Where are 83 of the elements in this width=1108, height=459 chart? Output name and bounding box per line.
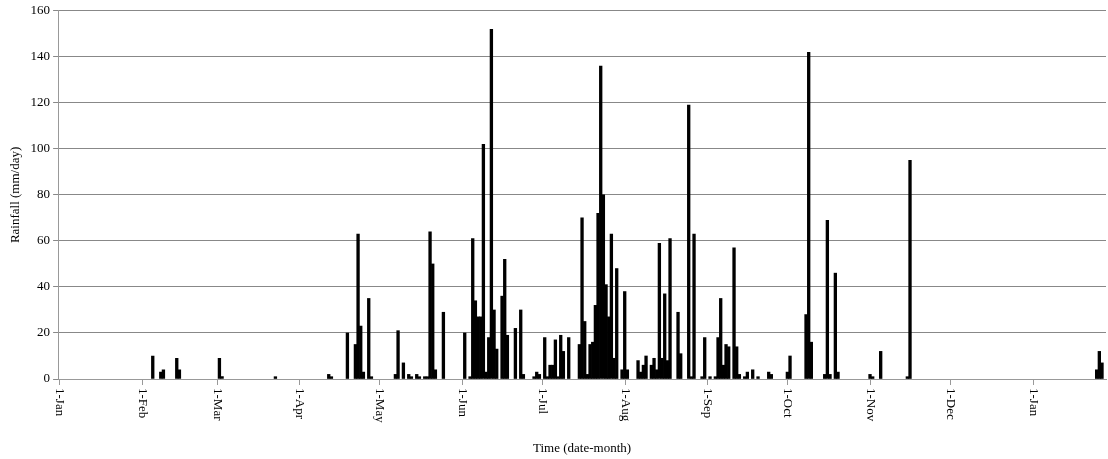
bar: [703, 337, 707, 379]
bar: [767, 371, 771, 379]
bar: [463, 332, 467, 379]
y-tick-label: 120: [30, 94, 51, 110]
y-axis-title: Rainfall (mm/day): [7, 146, 23, 244]
bar: [396, 330, 400, 379]
bar: [559, 334, 563, 379]
y-tick-label: 160: [30, 2, 51, 18]
y-tick-label: 100: [30, 140, 51, 156]
y-tick-label: 80: [37, 186, 51, 202]
bar: [532, 376, 536, 379]
bar: [644, 355, 648, 379]
bar: [327, 374, 331, 379]
bar: [503, 259, 507, 379]
x-tick-label: 1-Aug: [619, 388, 635, 422]
bar: [676, 311, 680, 379]
bar: [407, 374, 411, 379]
bar: [409, 376, 414, 379]
x-tick-label: 1-Mar: [211, 388, 227, 422]
bar: [161, 369, 166, 379]
bar: [580, 217, 584, 379]
bar: [692, 233, 696, 379]
bar: [588, 344, 592, 379]
bar: [175, 357, 179, 379]
bar: [417, 376, 422, 379]
bar: [428, 231, 432, 379]
bar: [879, 351, 883, 379]
bar: [743, 376, 747, 379]
bar: [273, 376, 278, 379]
x-tick-label: 1-Nov: [864, 388, 880, 422]
x-tick-label: 1-Sep: [701, 388, 717, 419]
bar: [615, 268, 619, 379]
bar: [687, 104, 691, 379]
y-tick-label: 20: [37, 324, 51, 340]
bar: [329, 376, 334, 379]
bar: [663, 293, 667, 379]
bar: [345, 332, 350, 379]
bar: [159, 371, 163, 379]
x-tick-label: 1-Oct: [781, 388, 797, 418]
x-tick-label: 1-Jul: [536, 388, 552, 415]
y-tick-label: 0: [43, 370, 51, 386]
x-tick-label: 1-Jan: [53, 388, 69, 417]
x-tick-label: 1-Apr: [293, 388, 309, 420]
bar: [623, 291, 627, 379]
bar: [636, 360, 640, 379]
bar: [727, 346, 731, 379]
bar: [151, 355, 155, 379]
bar: [441, 311, 446, 379]
bar: [652, 357, 656, 379]
y-tick-label: 140: [30, 48, 51, 64]
bar: [543, 337, 547, 379]
bar: [415, 374, 419, 379]
x-tick-label: 1-Jun: [456, 388, 472, 418]
x-tick-label: 1-Dec: [944, 388, 960, 420]
bar: [751, 369, 755, 379]
bar: [719, 298, 723, 379]
bar: [668, 238, 672, 379]
y-tick-label: 60: [37, 232, 51, 248]
y-tick-label: 40: [37, 278, 51, 294]
bar: [367, 298, 371, 379]
bar: [599, 65, 603, 379]
bar: [732, 247, 736, 379]
bar: [513, 328, 518, 379]
bar: [908, 160, 912, 379]
x-tick-label: 1-Jan: [1027, 388, 1043, 417]
x-tick-label: 1-May: [373, 388, 389, 424]
bar: [548, 364, 552, 379]
x-tick-label: 1-Feb: [136, 388, 152, 419]
bar: [724, 344, 728, 379]
bar: [708, 376, 712, 379]
bar: [769, 374, 774, 379]
bar: [471, 238, 475, 379]
bar: [871, 376, 875, 379]
bar: [537, 374, 542, 379]
bar: [519, 309, 523, 379]
bar: [567, 337, 571, 379]
x-axis-title: Time (date-month): [533, 439, 632, 455]
bar: [356, 233, 360, 379]
bar: [807, 51, 811, 379]
bar: [788, 355, 792, 379]
bar: [868, 374, 872, 379]
bar: [535, 371, 539, 379]
bar: [756, 376, 760, 379]
